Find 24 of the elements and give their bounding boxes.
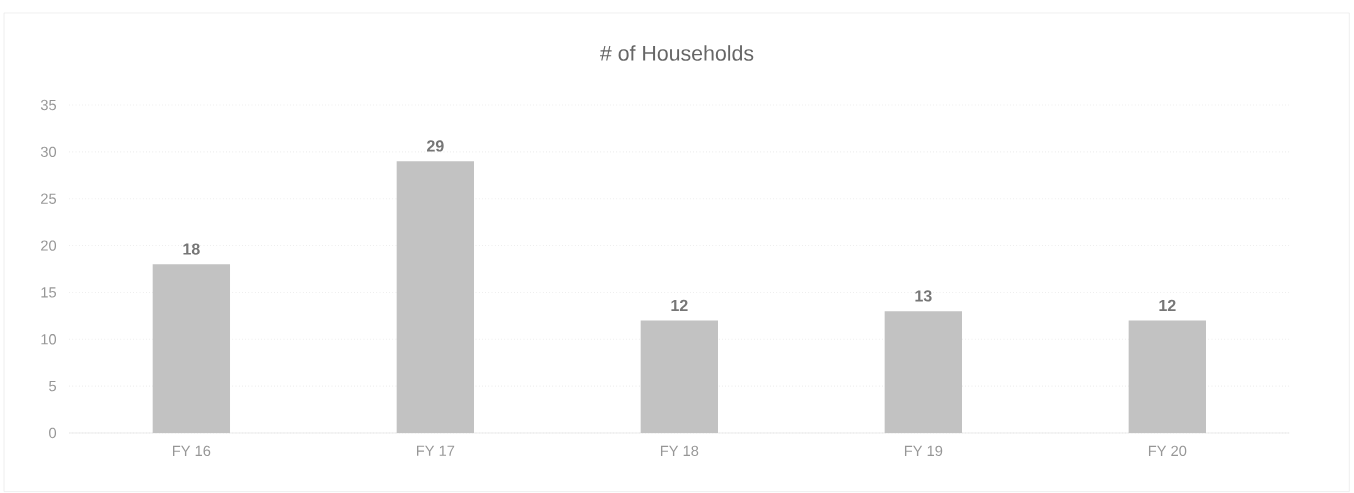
bar: [640, 320, 718, 433]
bar: [396, 161, 475, 433]
x-tick-label: FY 20: [1148, 445, 1187, 457]
y-tick-label: 10: [41, 334, 57, 345]
x-tick-label: FY 17: [416, 445, 455, 456]
x-tick-label: FY 16: [173, 445, 211, 457]
x-tick-label: FY 19: [904, 445, 943, 457]
x-tick-label: FY 18: [660, 445, 699, 457]
data-label: 12: [1159, 299, 1176, 311]
data-label: 29: [427, 140, 444, 152]
chart-title: # of Households: [600, 45, 754, 61]
bar: [152, 264, 231, 433]
bar: [884, 311, 962, 433]
data-label: 13: [915, 290, 932, 302]
data-label: 12: [671, 299, 688, 311]
y-tick-label: 30: [40, 146, 57, 158]
y-tick-label: 35: [40, 99, 57, 111]
y-tick-label: 20: [41, 240, 57, 251]
y-tick-label: 5: [49, 381, 57, 392]
y-tick-label: 0: [49, 427, 57, 439]
data-label: 18: [183, 243, 200, 255]
y-tick-label: 15: [41, 287, 57, 298]
bar: [1128, 320, 1206, 433]
y-tick-label: 25: [41, 193, 57, 204]
